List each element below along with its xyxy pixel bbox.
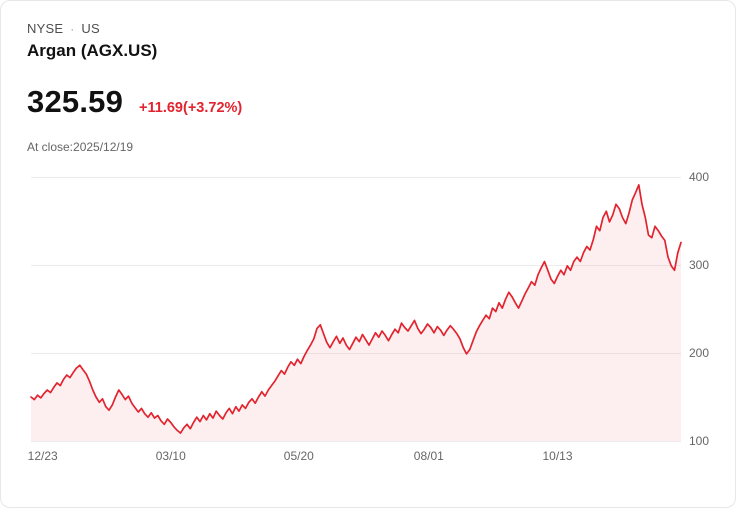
exchange-name: NYSE: [27, 21, 64, 36]
y-tick-label: 100: [689, 434, 710, 448]
x-tick-label: 05/20: [283, 449, 314, 463]
stock-title: Argan (AGX.US): [27, 41, 158, 60]
y-tick-label: 300: [689, 258, 710, 272]
gridline: [31, 177, 681, 178]
x-tick-label: 10/13: [542, 449, 573, 463]
as-of-label: At close:2025/12/19: [27, 140, 134, 154]
price-area-chart[interactable]: 400 300 200 100 12/23 03/10 05/20 08/01 10/13: [28, 170, 709, 463]
price-change: +11.69(+3.72%): [139, 100, 243, 116]
y-tick-label: 200: [689, 346, 710, 360]
x-tick-label: 03/10: [155, 449, 186, 463]
gridline: [31, 265, 681, 266]
separator-dot: ·: [70, 21, 75, 36]
y-axis: 400 300 200 100: [681, 170, 721, 448]
last-price: 325.59: [27, 84, 124, 119]
gridline: [31, 441, 681, 442]
area-series: [31, 177, 681, 441]
quote-header: NYSE · US Argan (AGX.US) 325.59 +11.69(+…: [27, 21, 242, 154]
region-label: US: [81, 21, 100, 36]
price-row: 325.59 +11.69(+3.72%): [27, 84, 242, 120]
y-tick-label: 400: [689, 170, 710, 184]
x-tick-label: 08/01: [413, 449, 444, 463]
gridline: [31, 353, 681, 354]
x-axis: 12/23 03/10 05/20 08/01 10/13: [27, 441, 681, 465]
exchange-line: NYSE · US: [27, 21, 242, 36]
x-tick-label: 12/23: [27, 449, 58, 463]
